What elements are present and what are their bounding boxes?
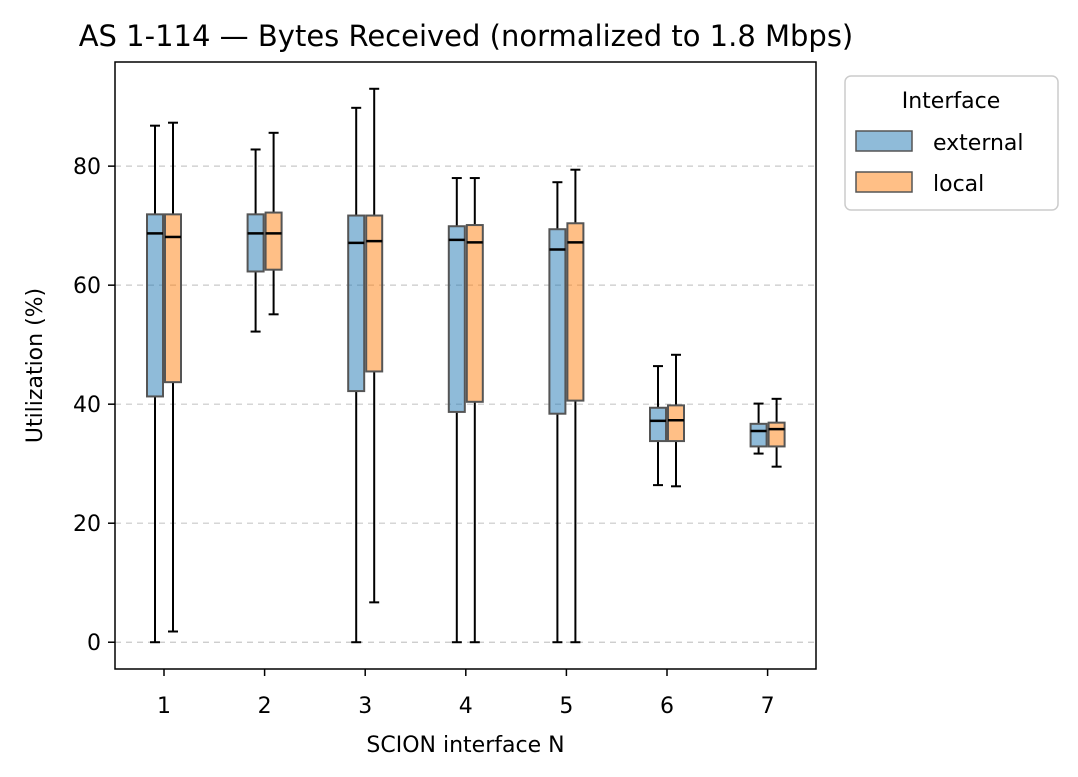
box-local-2: [264, 131, 283, 316]
box-body: [347, 214, 366, 393]
legend-label-external: external: [933, 131, 1024, 156]
legend-title: Interface: [902, 89, 1001, 114]
box-body: [749, 422, 768, 448]
box-external-2: [246, 148, 265, 333]
x-tick-label-5: 5: [559, 694, 573, 719]
box-local-1: [164, 121, 182, 633]
box-local-4: [465, 177, 484, 644]
box-body: [667, 404, 685, 443]
legend-swatch-external: [855, 130, 913, 152]
x-tick-label-4: 4: [459, 694, 473, 719]
legend-label-local: local: [933, 172, 984, 197]
box-external-1: [146, 124, 164, 644]
box-body: [264, 211, 283, 271]
legend-swatch-local: [855, 171, 913, 193]
box-external-3: [347, 106, 366, 644]
box-local-5: [566, 168, 585, 644]
x-tick-label-6: 6: [660, 694, 674, 719]
box-body: [246, 213, 265, 273]
box-body: [465, 224, 484, 403]
x-tick-label-1: 1: [157, 694, 171, 719]
x-tick-label-3: 3: [358, 694, 372, 719]
box-body: [447, 225, 466, 413]
box-series: [146, 87, 786, 644]
box-body: [649, 406, 667, 443]
box-external-4: [447, 177, 466, 644]
y-tick-label-80: 80: [73, 155, 101, 180]
box-local-7: [767, 397, 786, 468]
x-tick-label-7: 7: [761, 694, 775, 719]
box-body: [365, 214, 384, 373]
y-axis-label: Utilization (%): [23, 288, 48, 443]
y-tick-label-20: 20: [73, 512, 101, 537]
box-external-5: [548, 181, 567, 644]
box-external-7: [749, 402, 768, 455]
y-tick-label-60: 60: [73, 274, 101, 299]
box-external-6: [649, 365, 667, 487]
y-tick-label-40: 40: [73, 393, 101, 418]
box-body: [767, 421, 786, 448]
chart-title: AS 1-114 — Bytes Received (normalized to…: [79, 19, 854, 53]
box-body: [164, 213, 182, 384]
box-local-6: [667, 353, 685, 488]
legend: Interface external local: [844, 75, 1059, 211]
box-body: [146, 213, 164, 398]
box-body: [566, 222, 585, 402]
axis-ticks: 0 20 40 60 80 1 2 3 4 5 6 7: [73, 155, 775, 719]
y-tick-label-0: 0: [87, 631, 101, 656]
x-axis-label: SCION interface N: [366, 733, 564, 758]
x-tick-label-2: 2: [258, 694, 272, 719]
box-body: [548, 228, 567, 415]
box-local-3: [365, 87, 384, 604]
grid-lines: [115, 165, 816, 643]
